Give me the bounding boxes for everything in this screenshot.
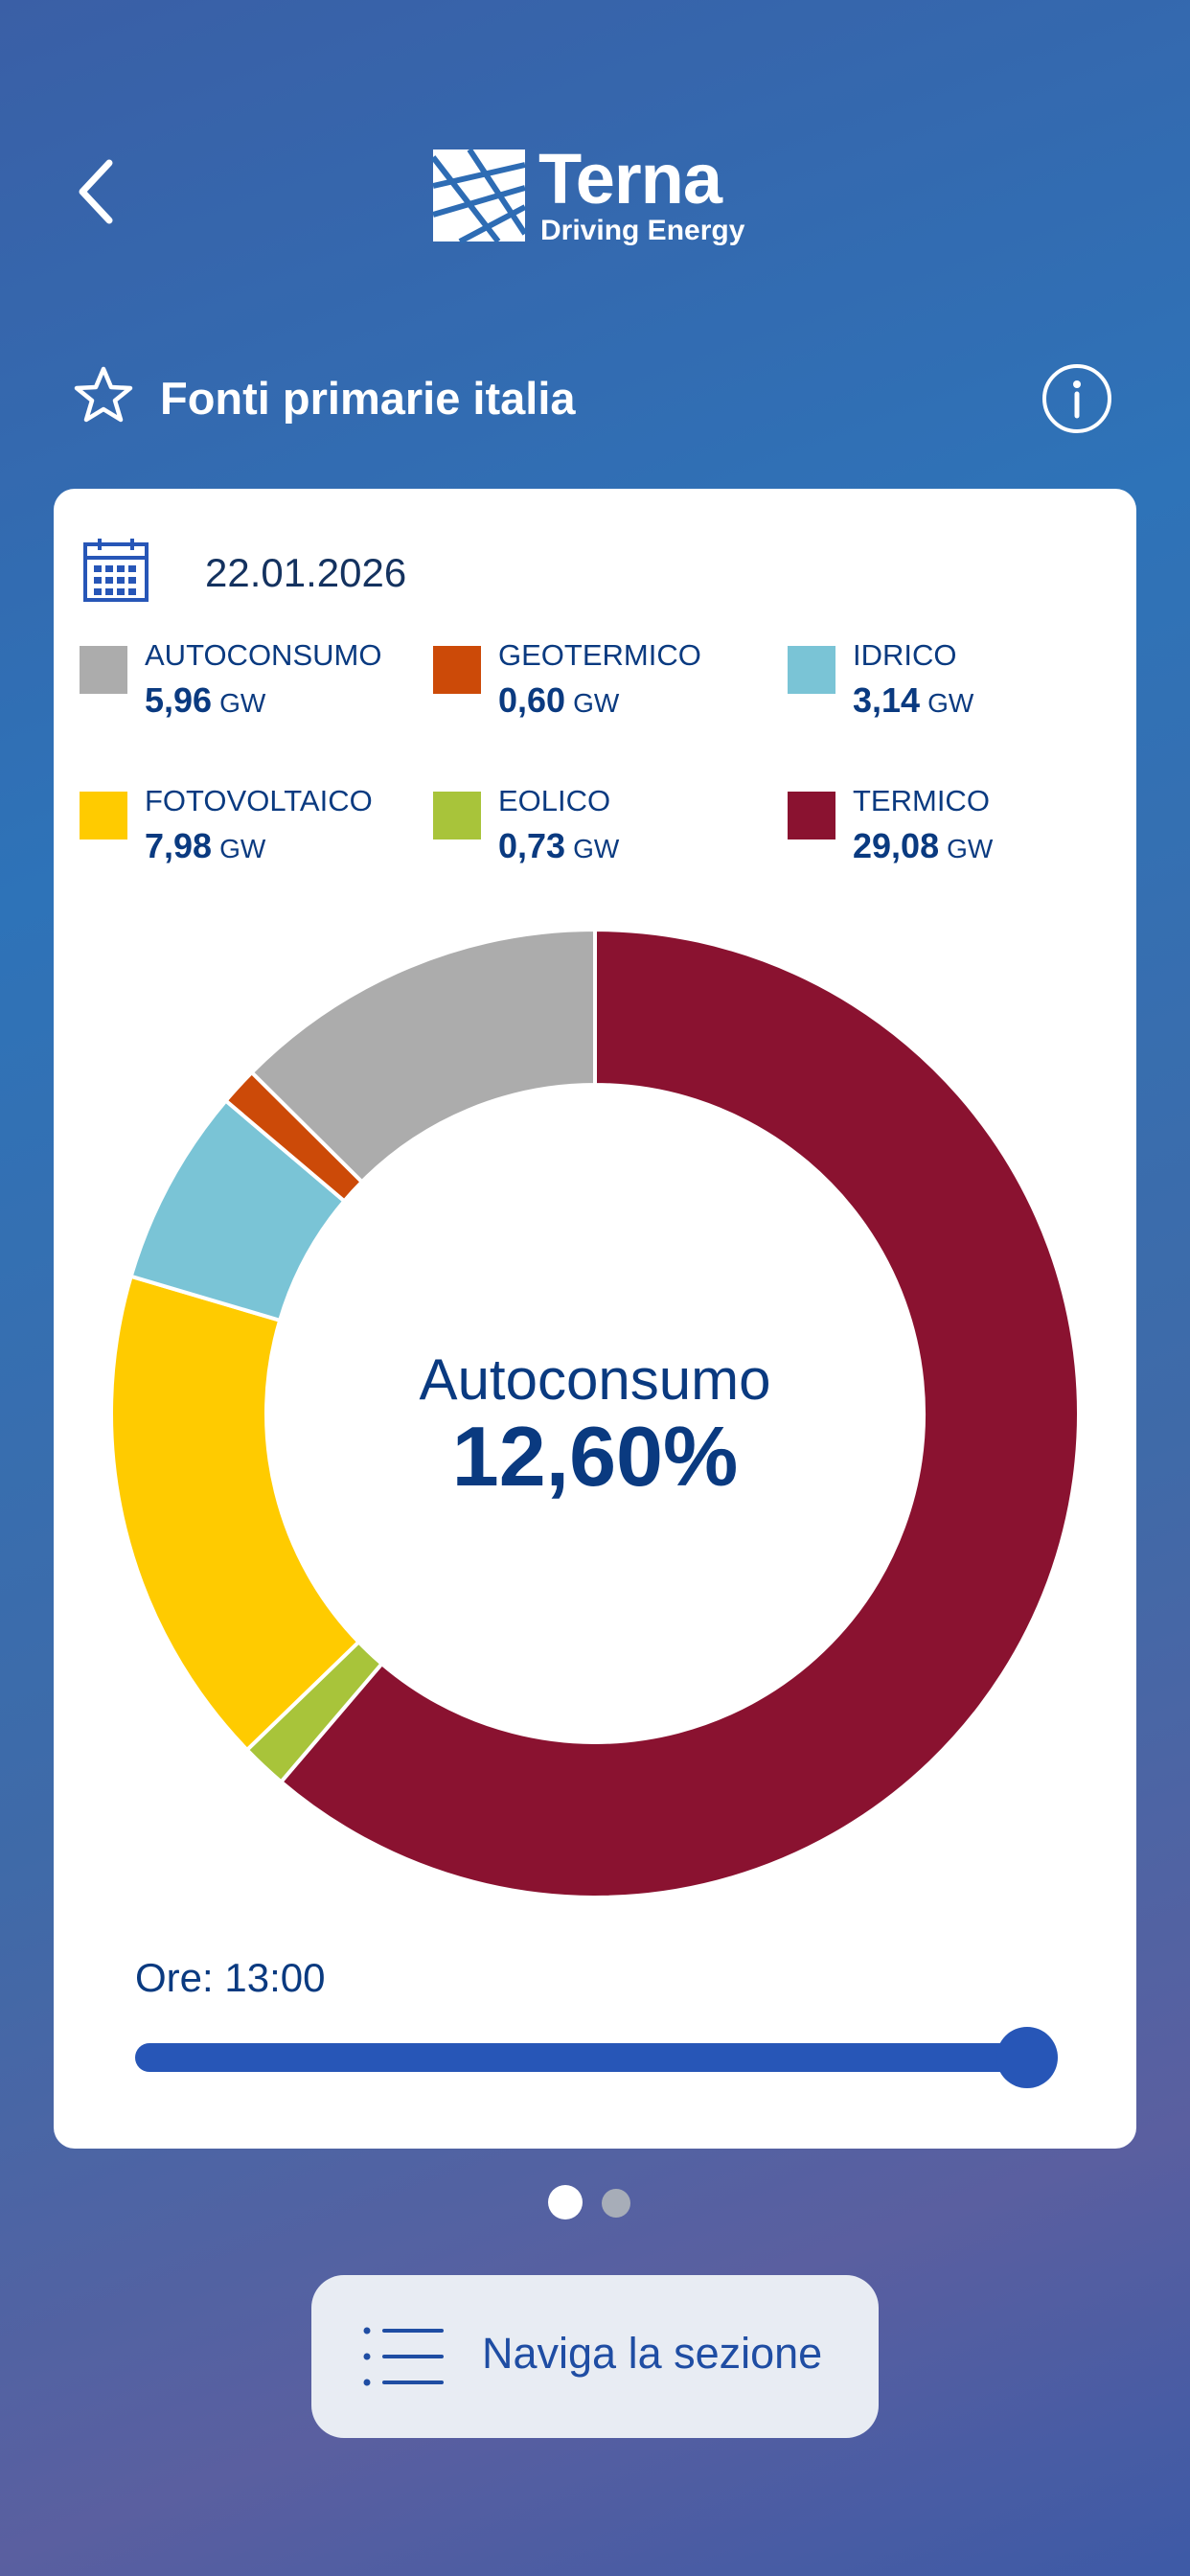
donut-center-label: Autoconsumo [420,1347,771,1412]
section-header: Fonti primarie italia [0,364,1190,441]
donut-slice-autoconsumo[interactable] [248,927,597,1185]
pagination-dots [548,2185,644,2223]
page-dot-active[interactable] [548,2185,583,2220]
legend-value: 7,98 GW [145,826,266,865]
logo-wordmark: Terna [538,139,722,218]
legend-item-termico: TERMICO 29,08 GW [788,778,1104,874]
info-icon [1042,364,1111,433]
navigate-section-button[interactable]: Naviga la sezione [311,2275,879,2438]
date-label: 22.01.2026 [205,550,407,595]
legend-label: EOLICO [498,784,611,817]
legend-value: 0,60 GW [498,680,620,720]
legend-swatch [80,646,127,694]
donut-slice-fotovoltaico[interactable] [109,1274,362,1753]
legend-swatch [80,792,127,840]
back-button[interactable] [67,153,125,230]
slider-fill [135,2043,1028,2072]
info-button[interactable] [1041,362,1113,435]
legend-item-geotermico: GEOTERMICO 0,60 GW [433,632,749,728]
hour-label: Ore: 13:00 [135,1955,326,2000]
legend-item-eolico: EOLICO 0,73 GW [433,778,749,874]
terna-logo-mark-icon [431,148,527,243]
legend-swatch [788,646,835,694]
donut-chart: Autoconsumo 12,60% [109,927,1081,1899]
slider-thumb[interactable] [996,2027,1059,2088]
donut-center-value: 12,60% [452,1409,738,1504]
navigate-section-label: Naviga la sezione [482,2329,823,2378]
legend-label: IDRICO [853,638,957,672]
chevron-left-icon [79,159,113,224]
legend-label: AUTOCONSUMO [145,638,382,672]
star-icon [74,366,133,423]
legend-item-fotovoltaico: FOTOVOLTAICO 7,98 GW [80,778,396,874]
donut-slice-termico[interactable] [278,927,1081,1899]
favorite-button[interactable] [73,364,134,426]
page-title: Fonti primarie italia [160,373,576,424]
legend-value: 0,73 GW [498,826,620,865]
legend-swatch [433,792,481,840]
legend-value: 29,08 GW [853,826,994,865]
calendar-icon [83,539,149,602]
energy-card: 22.01.2026 AUTOCONSUMO 5,96 GW GEOTERMICO… [54,489,1136,2149]
legend-value: 5,96 GW [145,680,266,720]
legend-swatch [788,792,835,840]
legend-item-idrico: IDRICO 3,14 GW [788,632,1104,728]
legend-label: TERMICO [853,784,990,817]
legend-value: 3,14 GW [853,680,974,720]
hour-slider[interactable] [135,2027,1059,2088]
legend-item-autoconsumo: AUTOCONSUMO 5,96 GW [80,632,396,728]
page-dot[interactable] [602,2189,630,2218]
logo-tagline: Driving Energy [540,215,745,246]
legend-label: FOTOVOLTAICO [145,784,373,817]
terna-logo: Terna Driving Energy [431,139,762,249]
list-menu-icon [363,2327,444,2386]
legend-swatch [433,646,481,694]
legend-label: GEOTERMICO [498,638,701,672]
